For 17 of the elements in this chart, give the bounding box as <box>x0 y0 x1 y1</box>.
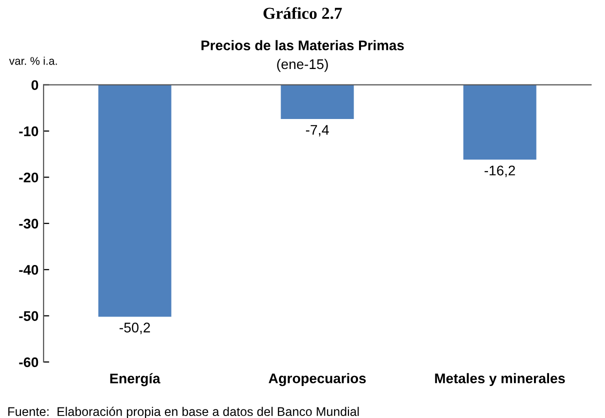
y-tick-label: 0 <box>32 80 38 90</box>
data-label: -7,4 <box>306 125 329 136</box>
y-tick-label: -60 <box>19 357 38 368</box>
x-tick-label: Energía <box>110 373 160 386</box>
y-tick-label: -50 <box>19 311 38 321</box>
y-tick-label: -40 <box>19 264 38 275</box>
chart-subtitle: Precios de las Materias Primas <box>202 40 404 50</box>
x-tick-label: Agropecuarios <box>268 373 366 386</box>
data-label: -16,2 <box>484 166 515 178</box>
y-axis-title: var. % i.a. <box>9 56 57 65</box>
y-tick-label: -20 <box>19 172 38 182</box>
x-tick-label: Metales y minerales <box>435 373 565 386</box>
y-tick-label: -30 <box>19 218 38 229</box>
text: (ene-15) <box>277 58 328 72</box>
y-tick-label: -10 <box>19 126 38 136</box>
data-label: -50,2 <box>120 322 150 334</box>
chart-title: Gráfico 2.7 <box>264 7 342 20</box>
